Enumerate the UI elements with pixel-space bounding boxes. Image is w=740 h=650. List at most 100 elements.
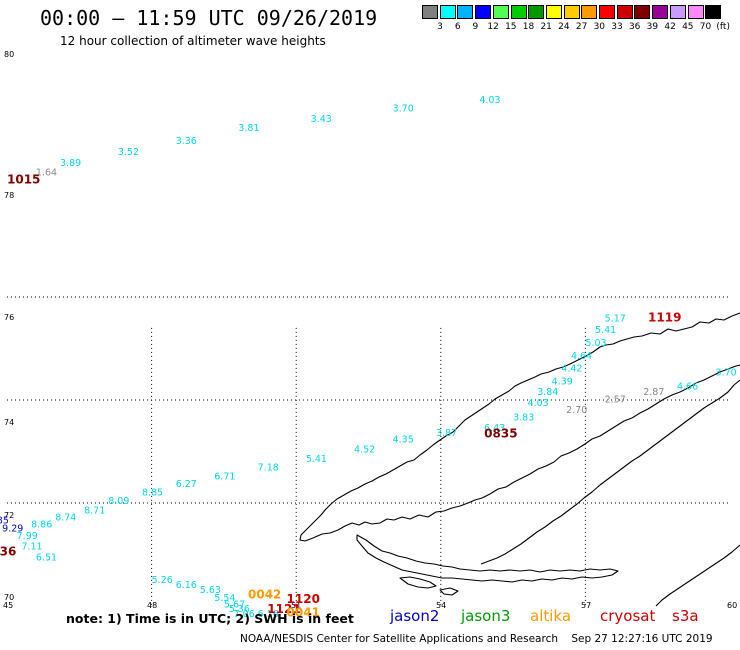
wave-height-label: 3.84 (537, 387, 558, 398)
legend-label: 45 (682, 22, 694, 32)
wave-height-label: 3.52 (118, 147, 139, 158)
wave-height-label: 6.16 (176, 580, 197, 591)
wave-height-label: 3.89 (60, 158, 81, 169)
wave-height-label: 5.41 (306, 454, 327, 465)
legend-swatch (457, 5, 474, 19)
wave-height-label: 5.54 (214, 593, 235, 604)
legend-swatch (581, 5, 598, 19)
legend-label: 6 (454, 22, 461, 32)
legend-label: 27 (575, 22, 588, 32)
legend-swatch (510, 5, 527, 19)
lat-tick-label: 78 (4, 191, 14, 200)
legend-swatch (669, 5, 686, 19)
wave-height-label: 4.66 (677, 382, 698, 393)
sat-label-cryosat: cryosat (600, 607, 656, 625)
wave-height-label: 8.09 (108, 496, 129, 507)
lon-tick-label: 57 (581, 601, 591, 610)
pass-time-label: 0041 (287, 605, 320, 619)
wave-height-label: 6.71 (214, 471, 235, 482)
wave-height-label: 9.85 (0, 516, 9, 527)
wave-height-label: 5.03 (585, 338, 606, 349)
generated-timestamp: Sep 27 12:27:16 UTC 2019 (571, 633, 713, 645)
wave-height-label: 3.36 (176, 136, 197, 147)
pass-time-label: 1015 (7, 173, 40, 187)
coastline-path (655, 544, 740, 607)
legend-swatch (652, 5, 669, 19)
credit-text: NOAA/NESDIS Center for Satellite Applica… (240, 633, 558, 645)
wave-height-label: 3.43 (311, 114, 332, 125)
wave-height-label: 2.70 (566, 405, 587, 416)
wave-height-label: 3.87 (436, 428, 457, 439)
legend-label: 33 (611, 22, 623, 32)
legend-label: 24 (558, 22, 570, 32)
map-grid (7, 296, 730, 606)
legend-swatch (439, 5, 456, 19)
page-title: 00:00 – 11:59 UTC 09/26/2019 (40, 6, 378, 30)
pass-time-labels: 1015111908350043083600421120112100410837 (0, 173, 681, 620)
legend-swatch (545, 5, 562, 19)
legend-label: 39 (646, 22, 659, 32)
wave-height-label: 5.17 (605, 314, 626, 325)
legend-label: 3 (437, 22, 443, 32)
lon-tick-label: 51 (291, 601, 301, 610)
wave-height-label: 3.83 (513, 413, 534, 424)
legend-swatch (563, 5, 580, 19)
wave-height-label: 3.81 (238, 123, 259, 134)
sat-label-altika: altika (530, 607, 572, 625)
legend-label: 70 (699, 22, 712, 32)
legend-label: 30 (593, 22, 606, 32)
lon-tick-label: 45 (3, 601, 13, 610)
wave-height-label: 5.67 (224, 600, 245, 611)
legend-label: 36 (628, 22, 641, 32)
wave-height-label: 6.27 (176, 479, 197, 490)
legend-swatch (599, 5, 615, 19)
wave-height-label: 7.11 (21, 541, 42, 552)
island-path (356, 534, 619, 583)
legend-label: (ft) (716, 22, 730, 32)
legend-label: 42 (664, 22, 676, 32)
lon-tick-label: 54 (436, 601, 446, 610)
wave-height-label: 4.03 (528, 398, 549, 409)
legend-label: 15 (505, 22, 517, 32)
credit-line: NOAA/NESDIS Center for Satellite Applica… (240, 633, 713, 645)
pass-time-label: 1121 (267, 602, 300, 616)
wave-height-label: 5.41 (595, 325, 616, 336)
wave-height-label: 2.57 (605, 395, 626, 406)
wave-height-label: 3.70 (393, 104, 414, 115)
island-path (399, 576, 437, 589)
legend-label: 21 (540, 22, 552, 32)
legend-label: 18 (522, 22, 535, 32)
wave-height-label: 6.51 (36, 553, 57, 564)
pass-time-label: 1119 (648, 311, 681, 325)
legend-swatch (634, 5, 651, 19)
wave-height-label: 4.42 (561, 364, 582, 375)
lat-tick-label: 80 (4, 50, 14, 59)
legend-swatch (492, 5, 509, 19)
legend-label: 12 (487, 22, 499, 32)
wave-height-label: 5.63 (200, 585, 221, 596)
wave-height-label: 4.03 (479, 95, 500, 106)
wave-height-label: 8.74 (55, 513, 76, 524)
sat-label-jason2: jason2 (390, 607, 440, 625)
legend-swatch (422, 5, 438, 19)
wave-height-label: 5.26 (152, 575, 173, 586)
island-path (439, 587, 459, 596)
pass-time-label: 0836 (0, 545, 16, 559)
lat-tick-label: 70 (4, 593, 14, 602)
wave-height-label: 8.86 (31, 520, 52, 531)
legend-swatch (705, 5, 722, 19)
wave-height-label: 2.87 (643, 387, 664, 398)
pass-time-label: 0042 (248, 587, 281, 601)
pass-time-label: 0835 (484, 427, 517, 441)
sat-label-s3a: s3a (672, 607, 699, 625)
lat-tick-label: 74 (4, 418, 14, 427)
wave-height-label: 5.36 (229, 604, 250, 615)
coastline (299, 312, 740, 607)
footer-note: note: 1) Time is in UTC; 2) SWH is in fe… (66, 611, 354, 626)
wave-height-observations: 4.03 3.70 3.43 3.81 3.36 3.52 3.891.64 3.83 5.17… (0, 95, 737, 620)
page-subtitle: 12 hour collection of altimeter wave hei… (60, 34, 326, 48)
wave-height-label: 4.64 (571, 351, 592, 362)
legend-swatch (528, 5, 545, 19)
